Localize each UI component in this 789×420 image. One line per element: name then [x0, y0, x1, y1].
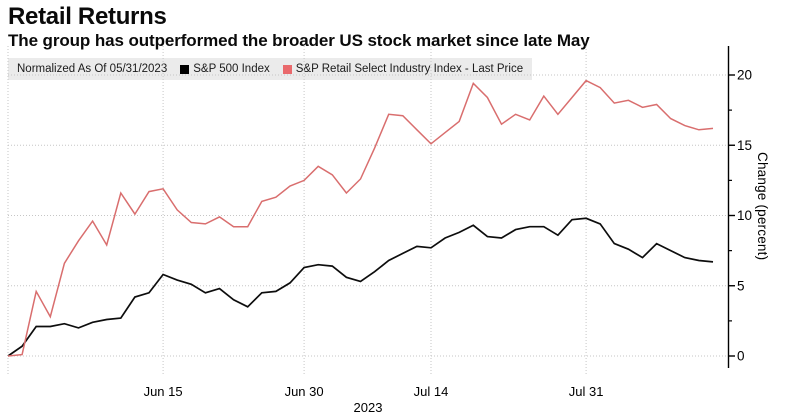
x-tick-label: Jun 30: [285, 384, 324, 399]
y-tick-label: 10: [737, 208, 752, 223]
chart-title: Retail Returns: [8, 3, 167, 30]
x-axis-year-label: 2023: [353, 400, 383, 415]
series-line-0: [7, 217, 714, 357]
series-line-1: [7, 79, 714, 357]
legend-item-label: S&P Retail Select Industry Index - Last …: [295, 63, 524, 75]
legend-swatch-icon: [180, 64, 190, 74]
y-tick-label: 0: [737, 349, 745, 364]
y-tick-label: 5: [737, 278, 745, 293]
x-tick-label: Jun 15: [144, 384, 183, 399]
y-tick-label: 15: [737, 138, 752, 153]
chart-subtitle: The group has outperformed the broader U…: [8, 31, 590, 50]
legend-item-label: S&P 500 Index: [193, 63, 270, 75]
legend-item-1: S&P 500 Index: [180, 63, 270, 75]
legend-swatch-icon: [282, 64, 292, 74]
legend-item-0: Normalized As Of 05/31/2023: [17, 63, 167, 75]
y-tick-label: 20: [737, 68, 752, 83]
x-tick-label: Jul 31: [569, 384, 604, 399]
legend-item-2: S&P Retail Select Industry Index - Last …: [282, 63, 524, 75]
x-tick-label: Jul 14: [414, 384, 449, 399]
y-axis-title: Change (percent): [755, 152, 770, 261]
legend-item-label: Normalized As Of 05/31/2023: [17, 63, 168, 75]
